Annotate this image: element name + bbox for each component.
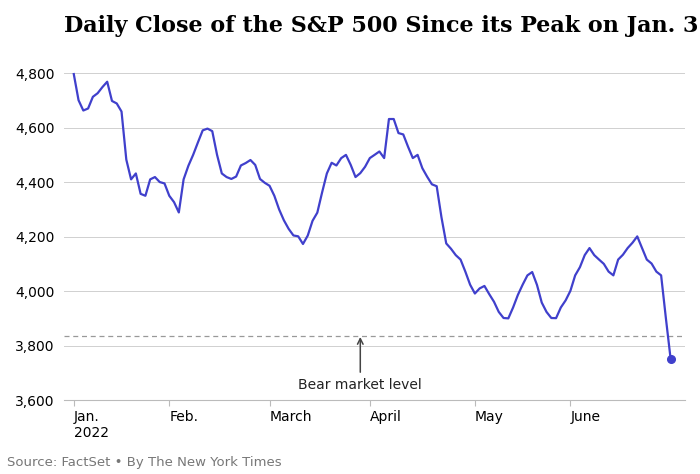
Text: Daily Close of the S&P 500 Since its Peak on Jan. 3: Daily Close of the S&P 500 Since its Pea… <box>64 15 699 37</box>
Text: Source: FactSet • By The New York Times: Source: FactSet • By The New York Times <box>7 456 281 469</box>
Text: Bear market level: Bear market level <box>298 338 422 392</box>
